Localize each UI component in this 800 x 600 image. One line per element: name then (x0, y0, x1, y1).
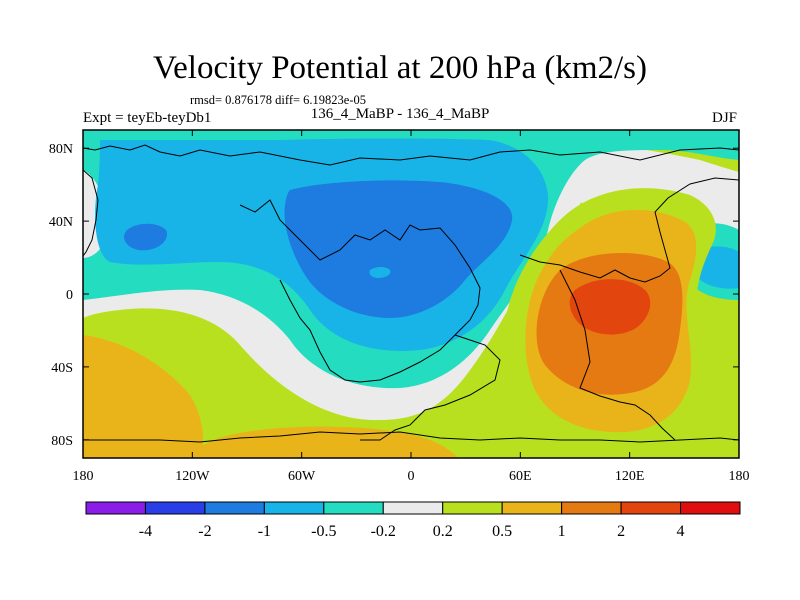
lat-tick-label: 40S (51, 361, 73, 376)
lon-tick-label: 180 (729, 469, 750, 484)
colorbar-swatch (620, 501, 682, 515)
lat-tick-label: 80N (49, 142, 73, 157)
colorbar-swatch (680, 501, 741, 515)
lon-tick-label: 60E (509, 469, 532, 484)
lon-tick-label: 60W (288, 469, 316, 484)
lon-tick-label: 180 (73, 469, 94, 484)
colorbar-swatch (323, 501, 384, 515)
lon-tick-label: 120W (175, 469, 210, 484)
colorbar-label: 0.5 (492, 523, 512, 540)
lat-tick-label: 0 (66, 288, 73, 303)
colorbar-label: -0.2 (371, 523, 396, 540)
contour-lightblue-inner (369, 267, 391, 278)
contour-red-east (569, 279, 651, 335)
coastlines (83, 144, 739, 443)
coastline-north (83, 144, 739, 166)
longitude-axis: 180 120W 60W 0 60E 120E 180 (73, 130, 750, 484)
contour-orange-south (190, 426, 458, 458)
contour-blue-core (284, 180, 513, 318)
colorbar-label: -2 (198, 523, 211, 540)
season-label: DJF (712, 110, 738, 126)
colorbar-swatch (501, 501, 563, 515)
rmsd-diff-stats: rmsd= 0.876178 diff= 6.19823e-05 (190, 93, 367, 107)
colorbar-label: -0.5 (311, 523, 336, 540)
colorbar-swatch (561, 501, 622, 515)
colorbar-swatch (382, 501, 444, 515)
coastline-west (83, 169, 99, 257)
lon-tick-label: 0 (408, 469, 415, 484)
contour-white-west (83, 175, 100, 255)
latitude-axis: 80N 40N 0 40S 80S (49, 142, 739, 449)
coastline-americas (239, 199, 481, 383)
lon-tick-label: 120E (615, 469, 645, 484)
coastline-africa-asia (559, 269, 676, 441)
lat-tick-label: 80S (51, 434, 73, 449)
experiment-label: Expt = teyEb-teyDb1 (83, 110, 212, 126)
case-comparison-label: 136_4_MaBP - 136_4_MaBP (310, 106, 490, 122)
map-title: Velocity Potential at 200 hPa (km2/s) (152, 50, 648, 86)
colorbar-label: -4 (139, 523, 152, 540)
contour-blue-west (124, 223, 168, 251)
coastline-antarctica (83, 431, 739, 443)
colorbar-label: 2 (617, 523, 625, 540)
colorbar-label: 4 (677, 523, 685, 540)
colorbar: -4 -2 -1 -0.5 -0.2 0.2 0.5 1 2 4 (85, 501, 741, 540)
contour-fill (83, 130, 739, 458)
colorbar-label: -1 (258, 523, 271, 540)
colorbar-swatch (204, 501, 265, 515)
colorbar-label: 0.2 (433, 523, 453, 540)
coastline-eurasia (519, 177, 739, 283)
contour-orange-southwest (83, 335, 203, 458)
colorbar-swatch (144, 501, 206, 515)
colorbar-swatch (85, 501, 146, 515)
lat-tick-label: 40N (49, 215, 73, 230)
coastline-south-america (360, 334, 501, 441)
colorbar-swatch (442, 501, 503, 515)
colorbar-label: 1 (558, 523, 566, 540)
colorbar-swatch (263, 501, 325, 515)
